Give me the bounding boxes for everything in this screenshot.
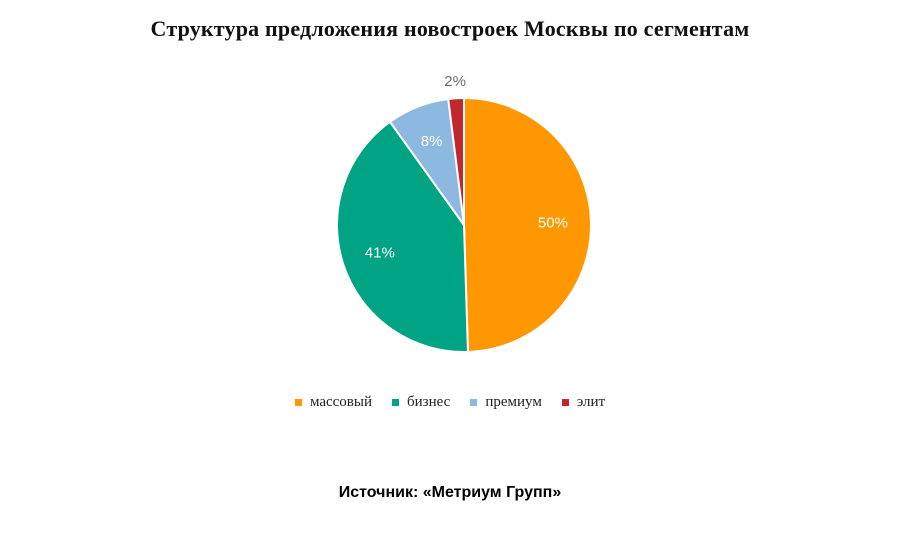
pie-label-elite: 2% [444, 73, 466, 90]
legend-label-elite: элит [576, 394, 606, 410]
legend-item-elite: элит [561, 394, 606, 411]
source-note: Источник: «Метриум Групп» [338, 484, 562, 501]
pie-slice-business [335, 120, 469, 353]
legend-item-premium: премиум [470, 394, 542, 411]
pie-label-mass: 50% [538, 215, 568, 232]
chart-title: Структура предложения новостроек Москвы … [150, 16, 750, 41]
legend-marker-elite [561, 399, 569, 406]
pie-slice-elite [447, 96, 465, 226]
legend-marker-premium [470, 399, 478, 406]
pie-label-business: 41% [365, 244, 395, 261]
legend-marker-mass [294, 399, 302, 406]
pie-label-premium: 8% [421, 133, 443, 150]
pie-slice-mass [463, 96, 592, 353]
legend-label-mass: массовый [309, 394, 372, 410]
legend-item-business: бизнес [392, 394, 450, 411]
legend-label-business: бизнес [407, 394, 451, 410]
chart-legend: массовый бизнес премиум элит [0, 394, 900, 411]
legend-marker-business [392, 399, 399, 406]
legend-label-premium: премиум [485, 394, 542, 410]
legend-item-mass: массовый [294, 394, 372, 411]
